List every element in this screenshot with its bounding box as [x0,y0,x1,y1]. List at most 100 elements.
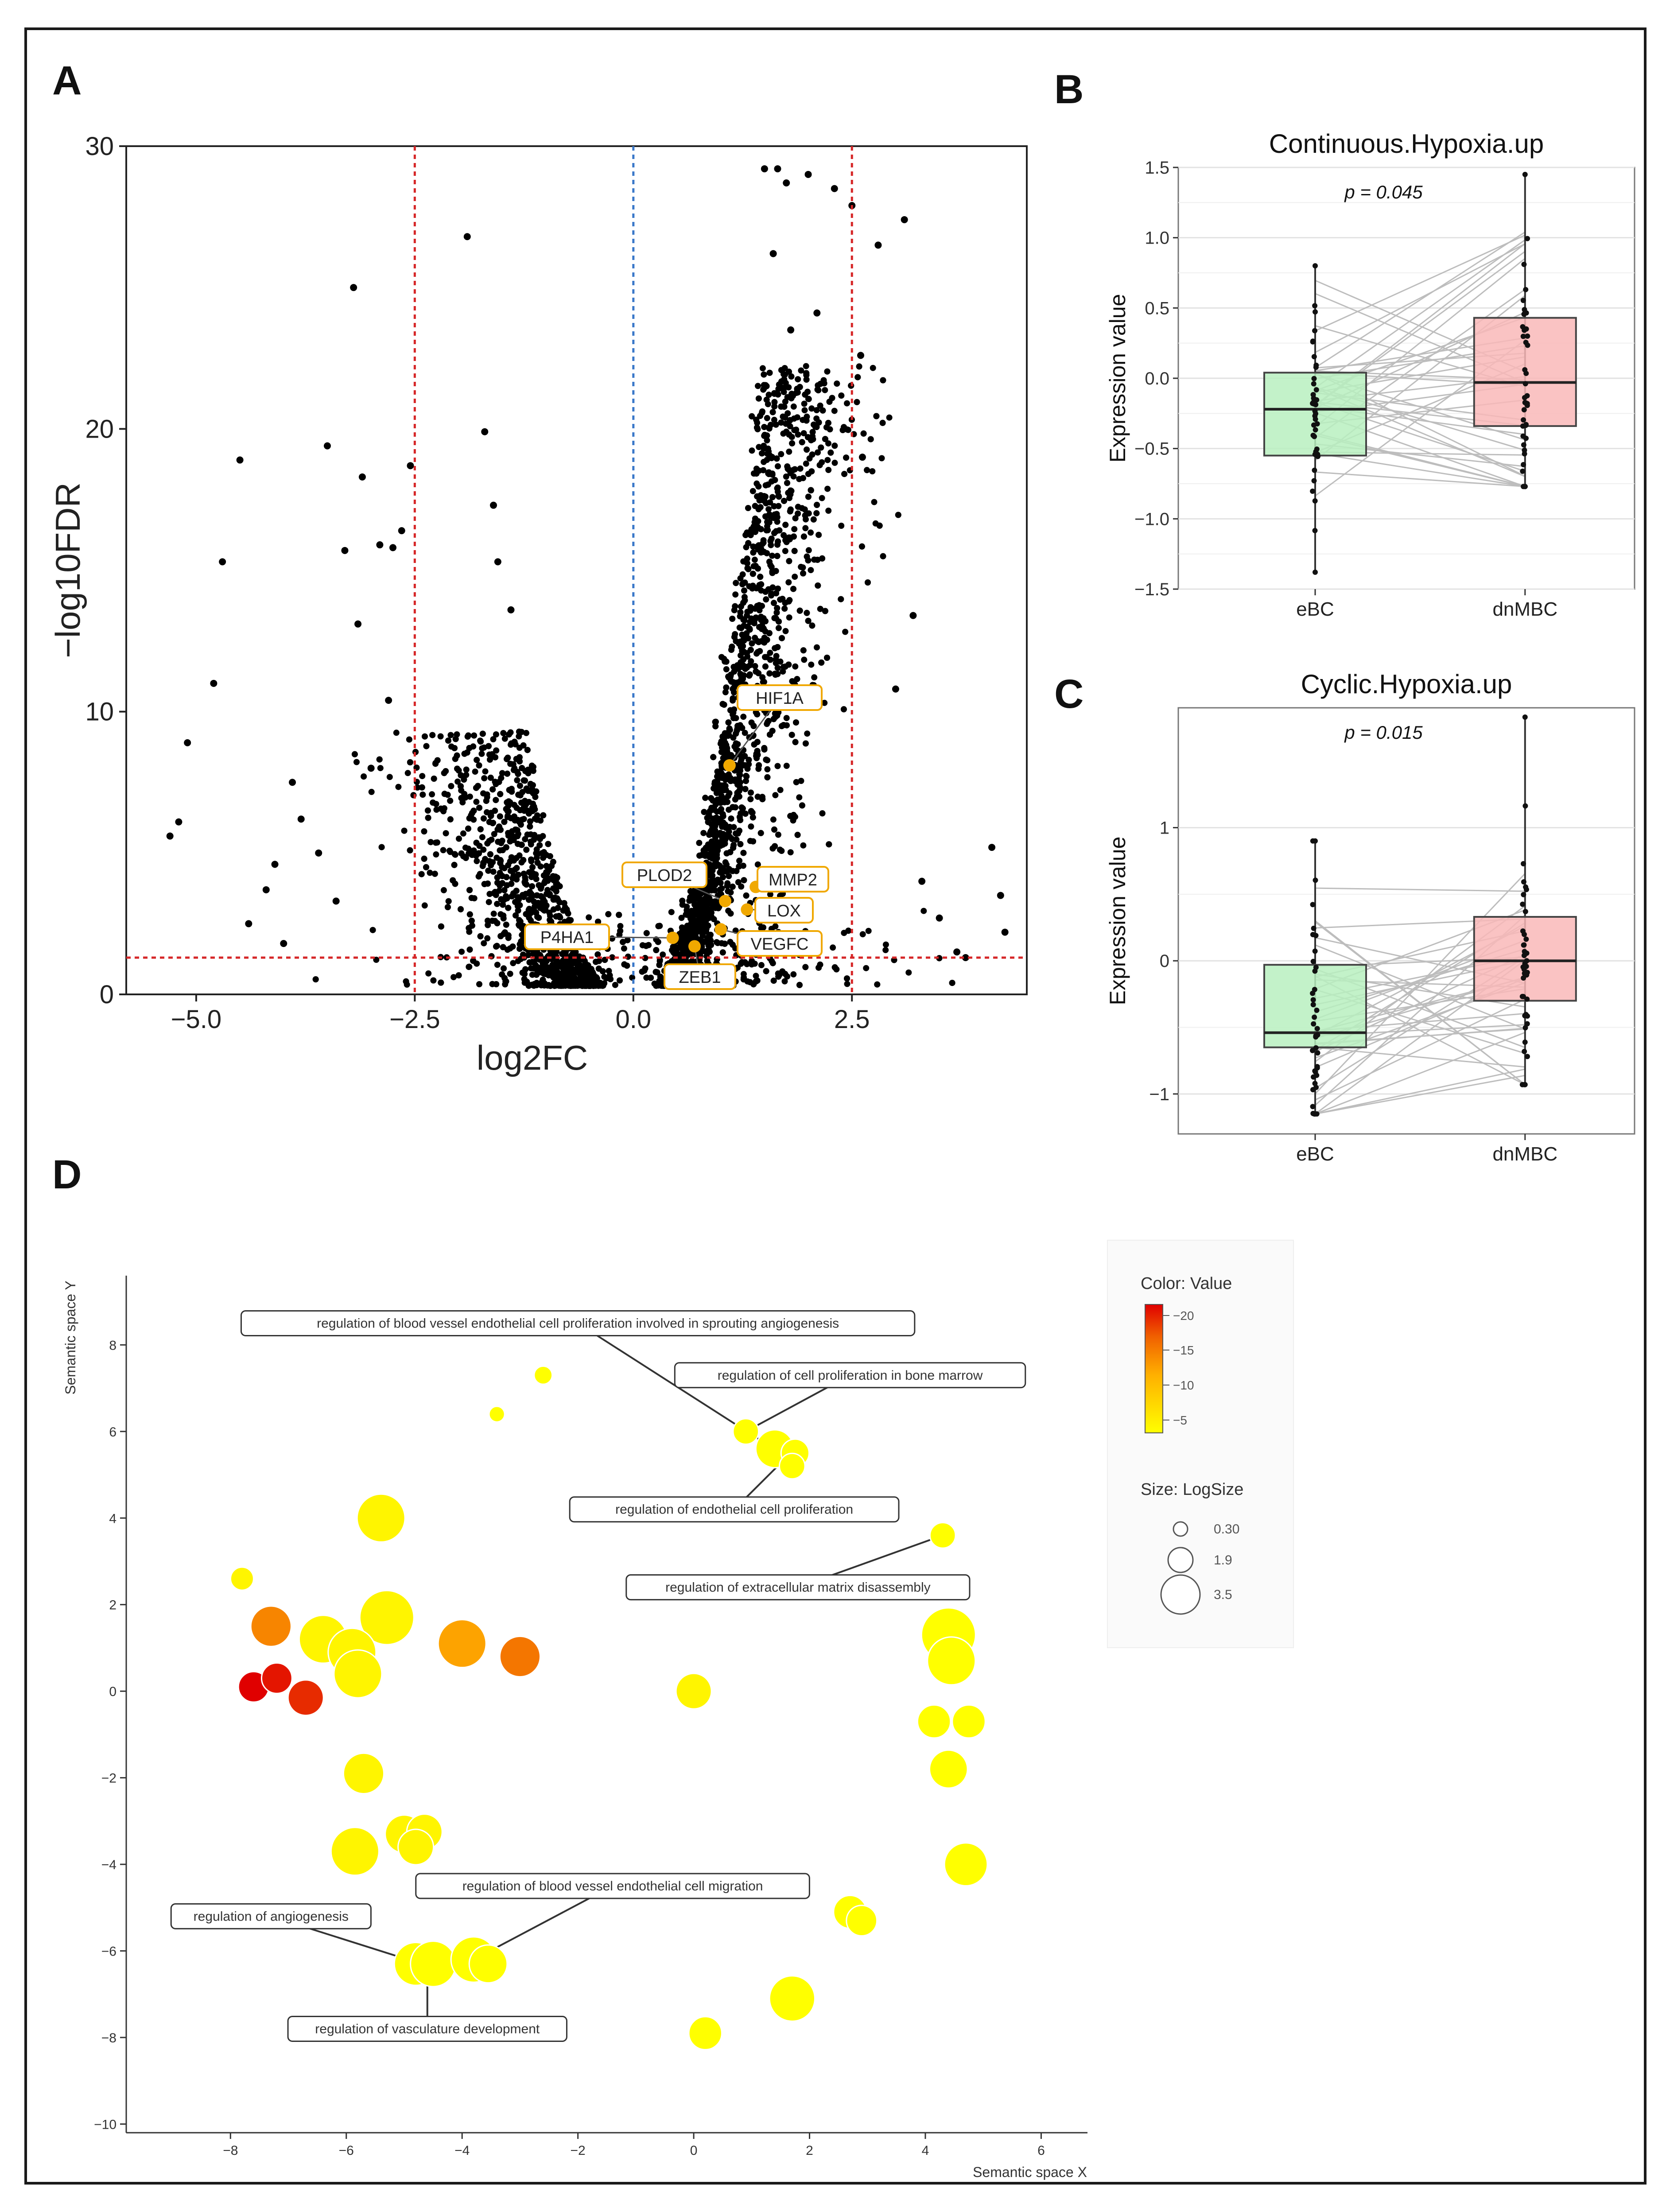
volcano-point [730,804,736,811]
volcano-point [775,493,782,499]
volcano-point [742,579,748,586]
volcano-point [716,770,722,777]
volcano-point [494,920,501,927]
volcano-point [800,842,807,849]
volcano-point [698,890,704,897]
volcano-point [522,874,528,881]
volcano-point [393,730,400,736]
volcano-point [508,854,515,861]
volcano-point [503,978,509,985]
volcano-point [683,907,690,914]
volcano-point [788,373,795,380]
volcano-point [709,876,715,882]
volcano-point [733,730,739,737]
volcano-point [760,467,767,473]
volcano-point [515,817,521,823]
volcano-point [451,851,458,858]
volcano-point [494,962,501,968]
volcano-point [781,497,787,504]
volcano-point [421,855,427,862]
volcano-point [838,596,844,602]
volcano-point [487,851,493,858]
volcano-point [767,649,773,656]
volcano-point [781,978,788,985]
volcano-point [751,519,758,525]
volcano-point [751,556,758,563]
volcano-point [774,553,781,559]
volcano-point [422,733,428,740]
volcano-point [497,813,503,820]
volcano-point [756,444,762,450]
volcano-point [461,776,467,783]
volcano-point [643,943,649,949]
volcano-point [486,858,493,865]
volcano-point [882,941,889,948]
volcano-point [504,808,511,814]
volcano-point [456,835,462,842]
volcano-point [489,820,496,827]
volcano-point [419,792,426,798]
volcano-point [469,852,475,858]
volcano-point [825,467,832,473]
volcano-point [534,816,540,823]
volcano-point [520,894,527,900]
volcano-point [386,774,393,780]
volcano-point [732,796,738,803]
volcano-point [792,739,799,745]
volcano-point [782,548,788,554]
volcano-point [808,529,814,536]
volcano-point [466,911,473,918]
volcano-point [821,699,828,706]
volcano-point [508,868,514,874]
volcano-point [490,736,497,742]
volcano-point [805,547,812,554]
volcano-point [497,791,504,797]
volcano-point [797,465,804,472]
volcano-point [730,710,737,716]
volcano-point [566,917,572,923]
volcano-point [805,493,812,500]
volcano-point [696,840,703,846]
volcano-point [775,831,781,838]
volcano-point [840,706,847,713]
volcano-point [792,515,799,522]
volcano-point [740,850,747,856]
volcano-point [476,981,482,987]
volcano-point [477,826,484,833]
volcano-point [793,719,799,726]
volcano-point [790,403,797,410]
volcano-point [431,870,438,877]
volcano-point [748,789,754,796]
volcano-point [708,849,715,856]
volcano-point [447,816,454,823]
volcano-point [761,458,767,465]
volcano-point [831,442,838,449]
volcano-point [438,979,444,986]
volcano-point [781,605,788,612]
volcano-point [480,790,486,797]
volcano-point [715,877,721,883]
volcano-point [540,812,547,819]
volcano-point [712,823,718,830]
volcano-point [775,625,782,631]
volcano-point [534,970,540,976]
volcano-point [794,676,800,683]
volcano-point [710,797,716,804]
volcano-point [845,427,851,433]
volcano-point [741,587,747,594]
volcano-point [779,635,785,641]
volcano-point [609,954,616,961]
volcano-point [758,603,765,609]
volcano-point [504,814,511,820]
volcano-point [729,616,736,622]
volcano-point [782,600,788,606]
volcano-point [795,431,801,438]
volcano-point [710,804,716,811]
volcano-point [476,804,482,811]
volcano-point [404,770,411,776]
volcano-point [829,395,835,401]
volcano-point [782,664,788,670]
volcano-point [466,887,473,893]
volcano-point [787,417,793,424]
